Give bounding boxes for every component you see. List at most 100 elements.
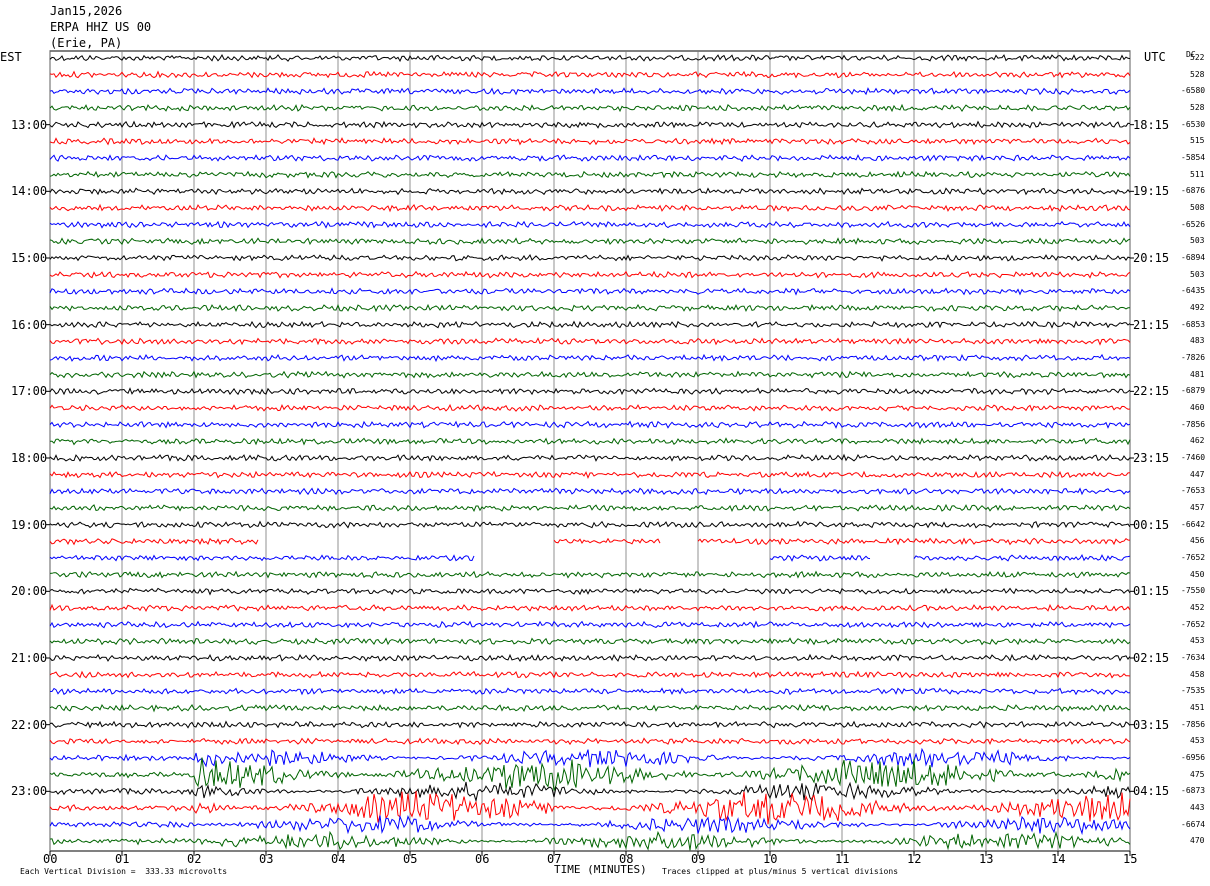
dc-offset-label: 483 bbox=[1190, 336, 1205, 346]
seismic-trace bbox=[49, 337, 1131, 346]
dc-offset-label: 503 bbox=[1190, 236, 1205, 246]
seismic-trace bbox=[49, 670, 1131, 679]
dc-offset-label: 457 bbox=[1190, 503, 1205, 512]
dc-offset-label: -7826 bbox=[1181, 353, 1206, 362]
dc-offset-label: -7550 bbox=[1181, 586, 1206, 596]
dc-offset-label: -7856 bbox=[1181, 719, 1206, 729]
seismic-trace bbox=[49, 370, 1131, 379]
seismic-trace bbox=[49, 570, 1131, 579]
x-tick-label: 01 bbox=[115, 852, 130, 866]
seismic-trace bbox=[49, 587, 1131, 596]
dc-offset-label: 458 bbox=[1190, 669, 1205, 679]
seismic-trace bbox=[49, 103, 1131, 113]
seismic-trace bbox=[49, 154, 1131, 162]
x-tick-label: 13 bbox=[979, 852, 994, 866]
seismic-trace bbox=[49, 747, 1131, 768]
dc-offset-label: -7634 bbox=[1181, 653, 1206, 662]
dc-offset-label: -6642 bbox=[1181, 519, 1206, 529]
dc-offset-label: 451 bbox=[1190, 703, 1205, 712]
dc-offset-label: 447 bbox=[1190, 469, 1205, 479]
left-hour-label: 22:00 bbox=[11, 717, 48, 732]
seismic-trace bbox=[49, 203, 1131, 213]
seismic-trace bbox=[49, 603, 1131, 612]
right-hour-label: 01:15 bbox=[1133, 584, 1170, 599]
dc-offset-label: -6580 bbox=[1181, 86, 1206, 96]
right-hour-label: 00:15 bbox=[1133, 517, 1170, 532]
dc-offset-label: -6853 bbox=[1181, 319, 1206, 329]
seismic-trace bbox=[49, 553, 1131, 562]
seismic-trace bbox=[49, 353, 1131, 363]
header-location: (Erie, PA) bbox=[50, 36, 123, 50]
right-hour-label: 04:15 bbox=[1133, 784, 1170, 799]
seismic-trace bbox=[49, 781, 1131, 803]
seismic-trace bbox=[49, 720, 1131, 729]
right-hour-label: 19:15 bbox=[1133, 184, 1170, 199]
seismic-trace bbox=[49, 737, 1131, 746]
header-date: Jan15,2026 bbox=[50, 4, 123, 18]
seismic-trace bbox=[49, 220, 1131, 229]
seismic-trace bbox=[49, 703, 1131, 713]
x-tick-label: 03 bbox=[259, 852, 274, 866]
left-hour-label: 15:00 bbox=[11, 251, 48, 265]
seismic-trace bbox=[49, 303, 1130, 313]
left-hour-label: 23:00 bbox=[11, 784, 48, 799]
dc-offset-label: -7535 bbox=[1181, 686, 1206, 696]
x-tick-label: 10 bbox=[763, 852, 778, 866]
x-tick-label: 15 bbox=[1123, 852, 1138, 866]
dc-offset-label: 462 bbox=[1190, 436, 1205, 446]
dc-offset-label: -7460 bbox=[1181, 453, 1206, 462]
dc-offset-label: 456 bbox=[1190, 536, 1205, 546]
dc-offset-label: 453 bbox=[1190, 636, 1205, 646]
dc-offset-label: 492 bbox=[1190, 303, 1205, 312]
header-station: ERPA HHZ US 00 bbox=[50, 20, 152, 34]
x-tick-label: 12 bbox=[907, 852, 922, 866]
x-tick-label: 09 bbox=[691, 852, 706, 866]
dc-offset-label: -7652 bbox=[1181, 619, 1206, 629]
seismic-trace bbox=[49, 537, 1131, 546]
seismic-trace bbox=[49, 814, 1131, 836]
seismic-trace bbox=[49, 320, 1131, 329]
right-hour-label: 23:15 bbox=[1133, 451, 1170, 465]
right-hour-label: 02:15 bbox=[1133, 651, 1170, 665]
x-tick-label: 00 bbox=[43, 852, 58, 866]
seismic-trace bbox=[49, 53, 1131, 63]
seismic-trace bbox=[49, 653, 1131, 662]
left-hour-label: 21:00 bbox=[11, 651, 48, 665]
dc-offset-label: 470 bbox=[1190, 836, 1205, 846]
dc-offset-label: 443 bbox=[1190, 803, 1205, 812]
dc-offset-label: 475 bbox=[1190, 769, 1205, 779]
x-tick-label: 11 bbox=[835, 852, 850, 866]
seismic-trace bbox=[49, 187, 1131, 196]
right-hour-label: 20:15 bbox=[1133, 251, 1170, 265]
right-hour-label: 03:15 bbox=[1133, 717, 1170, 732]
dc-offset-label: -6435 bbox=[1181, 286, 1206, 296]
right-hour-label: 22:15 bbox=[1133, 384, 1170, 399]
dc-label: DC bbox=[1186, 50, 1196, 59]
left-hour-label: 13:00 bbox=[11, 117, 48, 132]
seismic-trace bbox=[49, 403, 1131, 412]
seismic-trace bbox=[49, 830, 1131, 851]
x-tick-label: 06 bbox=[475, 852, 490, 866]
right-hour-label: 18:15 bbox=[1133, 117, 1170, 132]
right-timezone-label: UTC bbox=[1144, 50, 1166, 64]
left-hour-label: 14:00 bbox=[11, 184, 48, 199]
dc-offset-label: -6530 bbox=[1181, 119, 1206, 129]
dc-offset-label: -6674 bbox=[1181, 819, 1206, 829]
seismic-trace bbox=[49, 620, 1131, 629]
dc-offset-label: -6876 bbox=[1181, 186, 1206, 196]
footer-clip-note: Traces clipped at plus/minus 5 vertical … bbox=[662, 867, 899, 876]
dc-offset-label: 508 bbox=[1190, 203, 1205, 212]
seismic-trace bbox=[49, 487, 1131, 496]
x-tick-label: 05 bbox=[403, 852, 418, 866]
dc-offset-label: 522 bbox=[1190, 53, 1205, 62]
seismic-trace bbox=[49, 420, 1131, 429]
footer-scale-note: Each Vertical Division = 333.33 microvol… bbox=[20, 867, 228, 876]
dc-offset-label: -5854 bbox=[1181, 153, 1206, 162]
seismic-trace bbox=[49, 170, 1131, 179]
dc-offset-label: 460 bbox=[1190, 403, 1205, 412]
seismic-trace bbox=[49, 237, 1131, 246]
seismic-trace bbox=[49, 503, 1131, 513]
dc-offset-label: 528 bbox=[1190, 103, 1205, 112]
dc-offset-label: 481 bbox=[1190, 369, 1205, 379]
